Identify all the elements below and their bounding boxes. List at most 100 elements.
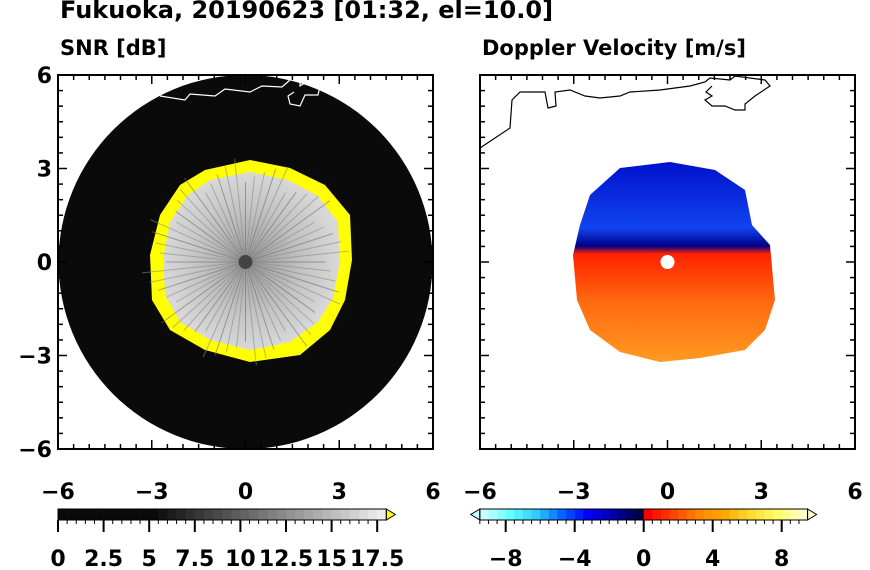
snr-streak [245,261,336,282]
snr-streak [202,261,246,358]
velocity-colorbar-over-triangle [807,508,818,521]
snr-streak [245,261,275,350]
snr-colorbar-cell [158,509,168,520]
snr-streak [245,226,325,263]
snr-colorbar-cell [322,509,332,520]
snr-streak [157,261,246,291]
snr-streak [245,192,286,263]
velocity-colorbar-cell [479,509,489,520]
snr-colorbar-cell [76,509,86,520]
snr-streak [149,261,246,283]
snr-streak [161,261,246,324]
snr-streak [205,261,246,332]
snr-colorbar-cell [258,509,269,520]
snr-colorbar-label: 2.5 [84,547,123,570]
snr-colorbar-cell [185,509,196,520]
snr-streak [245,261,257,366]
snr-streak [245,261,341,305]
velocity-colorbar-cell [678,509,688,520]
snr-colorbar-cell [103,509,114,520]
velocity-colorbar-label: −4 [558,547,592,570]
snr-colorbar-label: 0 [50,547,65,570]
snr-colorbar-cell [313,509,323,520]
snr-colorbar-cell [295,509,305,520]
snr-colorbar-cell [240,509,250,520]
axes-ticks: −6 −3 0 3 6 −6 −3 0 3 6 −6 −3 0 3 6 [18,64,862,505]
snr-colorbar-cell [149,509,159,520]
velocity-colorbar-cell [600,509,610,520]
snr-streak [234,158,246,263]
snr-colorbar-cell [349,509,360,520]
snr-colorbar-cell [377,509,387,520]
snr-panel-subtitle: SNR [dB] [60,36,167,60]
snr-colorbar-cell [231,509,241,520]
velocity-colorbar-cell [764,509,774,520]
snr-streak [245,241,342,263]
snr-streak [245,200,330,263]
snr-streak [175,221,246,263]
snr-x-tick-label: 0 [238,480,253,505]
snr-colorbar-cell [276,509,287,520]
snr-streak [245,250,349,263]
snr-x-tick-label: −3 [135,480,169,505]
snr-colorbar-cell [368,509,378,520]
velocity-colorbar-cell [540,509,550,520]
snr-colorbar-cell [286,509,296,520]
snr-colorbar-label: 12.5 [259,547,313,570]
velocity-colorbar-cell [790,509,800,520]
snr-colorbar-cell [94,509,104,520]
snr-streak [179,188,246,263]
snr-streak [245,193,308,263]
snr-streak [236,261,246,348]
snr-streak [175,211,246,263]
snr-colorbar-cell [304,509,314,520]
snr-streak [152,231,246,263]
velocity-colorbar-under-triangle [469,508,481,521]
velocity-colorbar-cell [626,509,636,520]
snr-panel [57,74,434,450]
snr-colorbar-label: 5 [142,547,157,570]
velocity-colorbar-cell [781,509,791,520]
velocity-x-tick-label: 3 [754,480,769,505]
velocity-colorbar-cell [531,509,541,520]
snr-streak [150,219,246,263]
snr-streak [216,174,246,263]
snr-colorbar-cell [176,509,186,520]
velocity-coastline [479,75,771,149]
snr-colorbar-over-triangle [385,508,397,521]
snr-streak [225,261,246,353]
velocity-colorbar-cell [729,509,739,520]
snr-streak [245,196,319,263]
snr-streak [214,261,246,356]
velocity-colorbar-cell [660,509,670,520]
snr-streak [245,221,316,263]
velocity-colorbar-cell [704,509,713,520]
snr-colorbar-cell [85,509,95,520]
velocity-colorbar-cell [798,509,808,520]
snr-streak [142,261,246,274]
snr-streak [245,261,308,347]
snr-colorbar-label: 10 [225,547,256,570]
snr-y-tick-label: 6 [37,64,52,89]
snr-colorbar-cell [203,509,214,520]
velocity-x-tick-label: 0 [660,480,675,505]
snr-colorbar-label: 15 [316,547,347,570]
velocity-colorbar-label: 0 [636,547,651,570]
velocity-colorbar-cell [755,509,765,520]
snr-streak [172,261,246,328]
velocity-colorbar-cell [591,509,601,520]
velocity-colorbar-cell [609,509,619,520]
velocity-colorbar-cell [695,509,705,520]
snr-streak [224,166,246,263]
snr-colorbar-cell [67,509,77,520]
snr-y-tick-label: 3 [37,158,52,183]
snr-colorbar-cell [331,509,342,520]
snr-streak [245,261,316,313]
snr-colorbar-cell [249,509,259,520]
velocity-colorbar-label: 8 [774,547,789,570]
velocity-panel-subtitle: Doppler Velocity [m/s] [482,36,746,60]
velocity-colorbar-cell [773,509,782,520]
velocity-colorbar-cell [488,509,498,520]
snr-streak [245,261,267,358]
